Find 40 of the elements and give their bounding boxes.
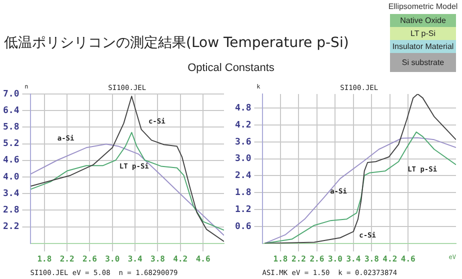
y-tick-label: 4.2 (234, 120, 252, 130)
y-tick-label: 2.2 (2, 222, 20, 232)
y-tick-label: 4.6 (2, 156, 20, 166)
y-tick-label: 1.2 (234, 204, 252, 215)
y-tick-label: 1.8 (234, 188, 252, 198)
x-tick-label: 4.2 (382, 254, 398, 264)
x-tick-label: 4.2 (173, 254, 188, 264)
x-tick-label: 2.6 (310, 254, 324, 264)
chart-title: 低温ポリシリコンの測定結果(Low Temperature p-Si) (4, 34, 349, 52)
y-tick-label: 2.8 (2, 206, 20, 216)
y-tick-label: 0.6 (234, 222, 252, 232)
x-tick-label: 4.6 (196, 254, 210, 264)
text: Ellipsometric Model (387, 2, 459, 11)
x-tick-label: 3.4 (346, 254, 361, 264)
y-tick-label: 5.8 (2, 122, 20, 133)
x-tick-label: 3.0 (328, 254, 343, 264)
text: Native Oxide (390, 14, 456, 27)
x-tick-label: 1.8 (273, 254, 288, 264)
y-tick-label: 7.0 (2, 89, 20, 100)
y-tick-label: 5.2 (2, 139, 20, 150)
y-tick-label: 4.0 (2, 172, 20, 182)
x-tick-label: 3.4 (128, 254, 142, 264)
x-tick-label: 1.8 (37, 254, 52, 264)
text: LT p-Si (390, 27, 456, 40)
y-tick-label: 2.4 (234, 171, 252, 182)
x-tick-label: 2.6 (82, 254, 98, 264)
y-tick-label: 3.0 (234, 154, 252, 164)
x-tick-label: 2.2 (292, 254, 306, 264)
text: Insulator Material (390, 40, 456, 53)
x-tick-label: 2.2 (60, 254, 74, 264)
y-tick-label: 6.4 (2, 106, 20, 116)
x-tick-label: 3.8 (364, 254, 380, 264)
y-tick-label: 4.8 (234, 103, 252, 114)
y-tick-label: 3.6 (234, 137, 252, 148)
text: Si substrate (390, 53, 456, 72)
x-tick-label: 3.0 (105, 254, 120, 264)
x-tick-label: 4.6 (400, 254, 416, 264)
y-tick-label: 3.4 (2, 188, 20, 199)
x-tick-label: 3.8 (150, 254, 166, 264)
chart-subtitle: Optical Constants (188, 62, 274, 74)
